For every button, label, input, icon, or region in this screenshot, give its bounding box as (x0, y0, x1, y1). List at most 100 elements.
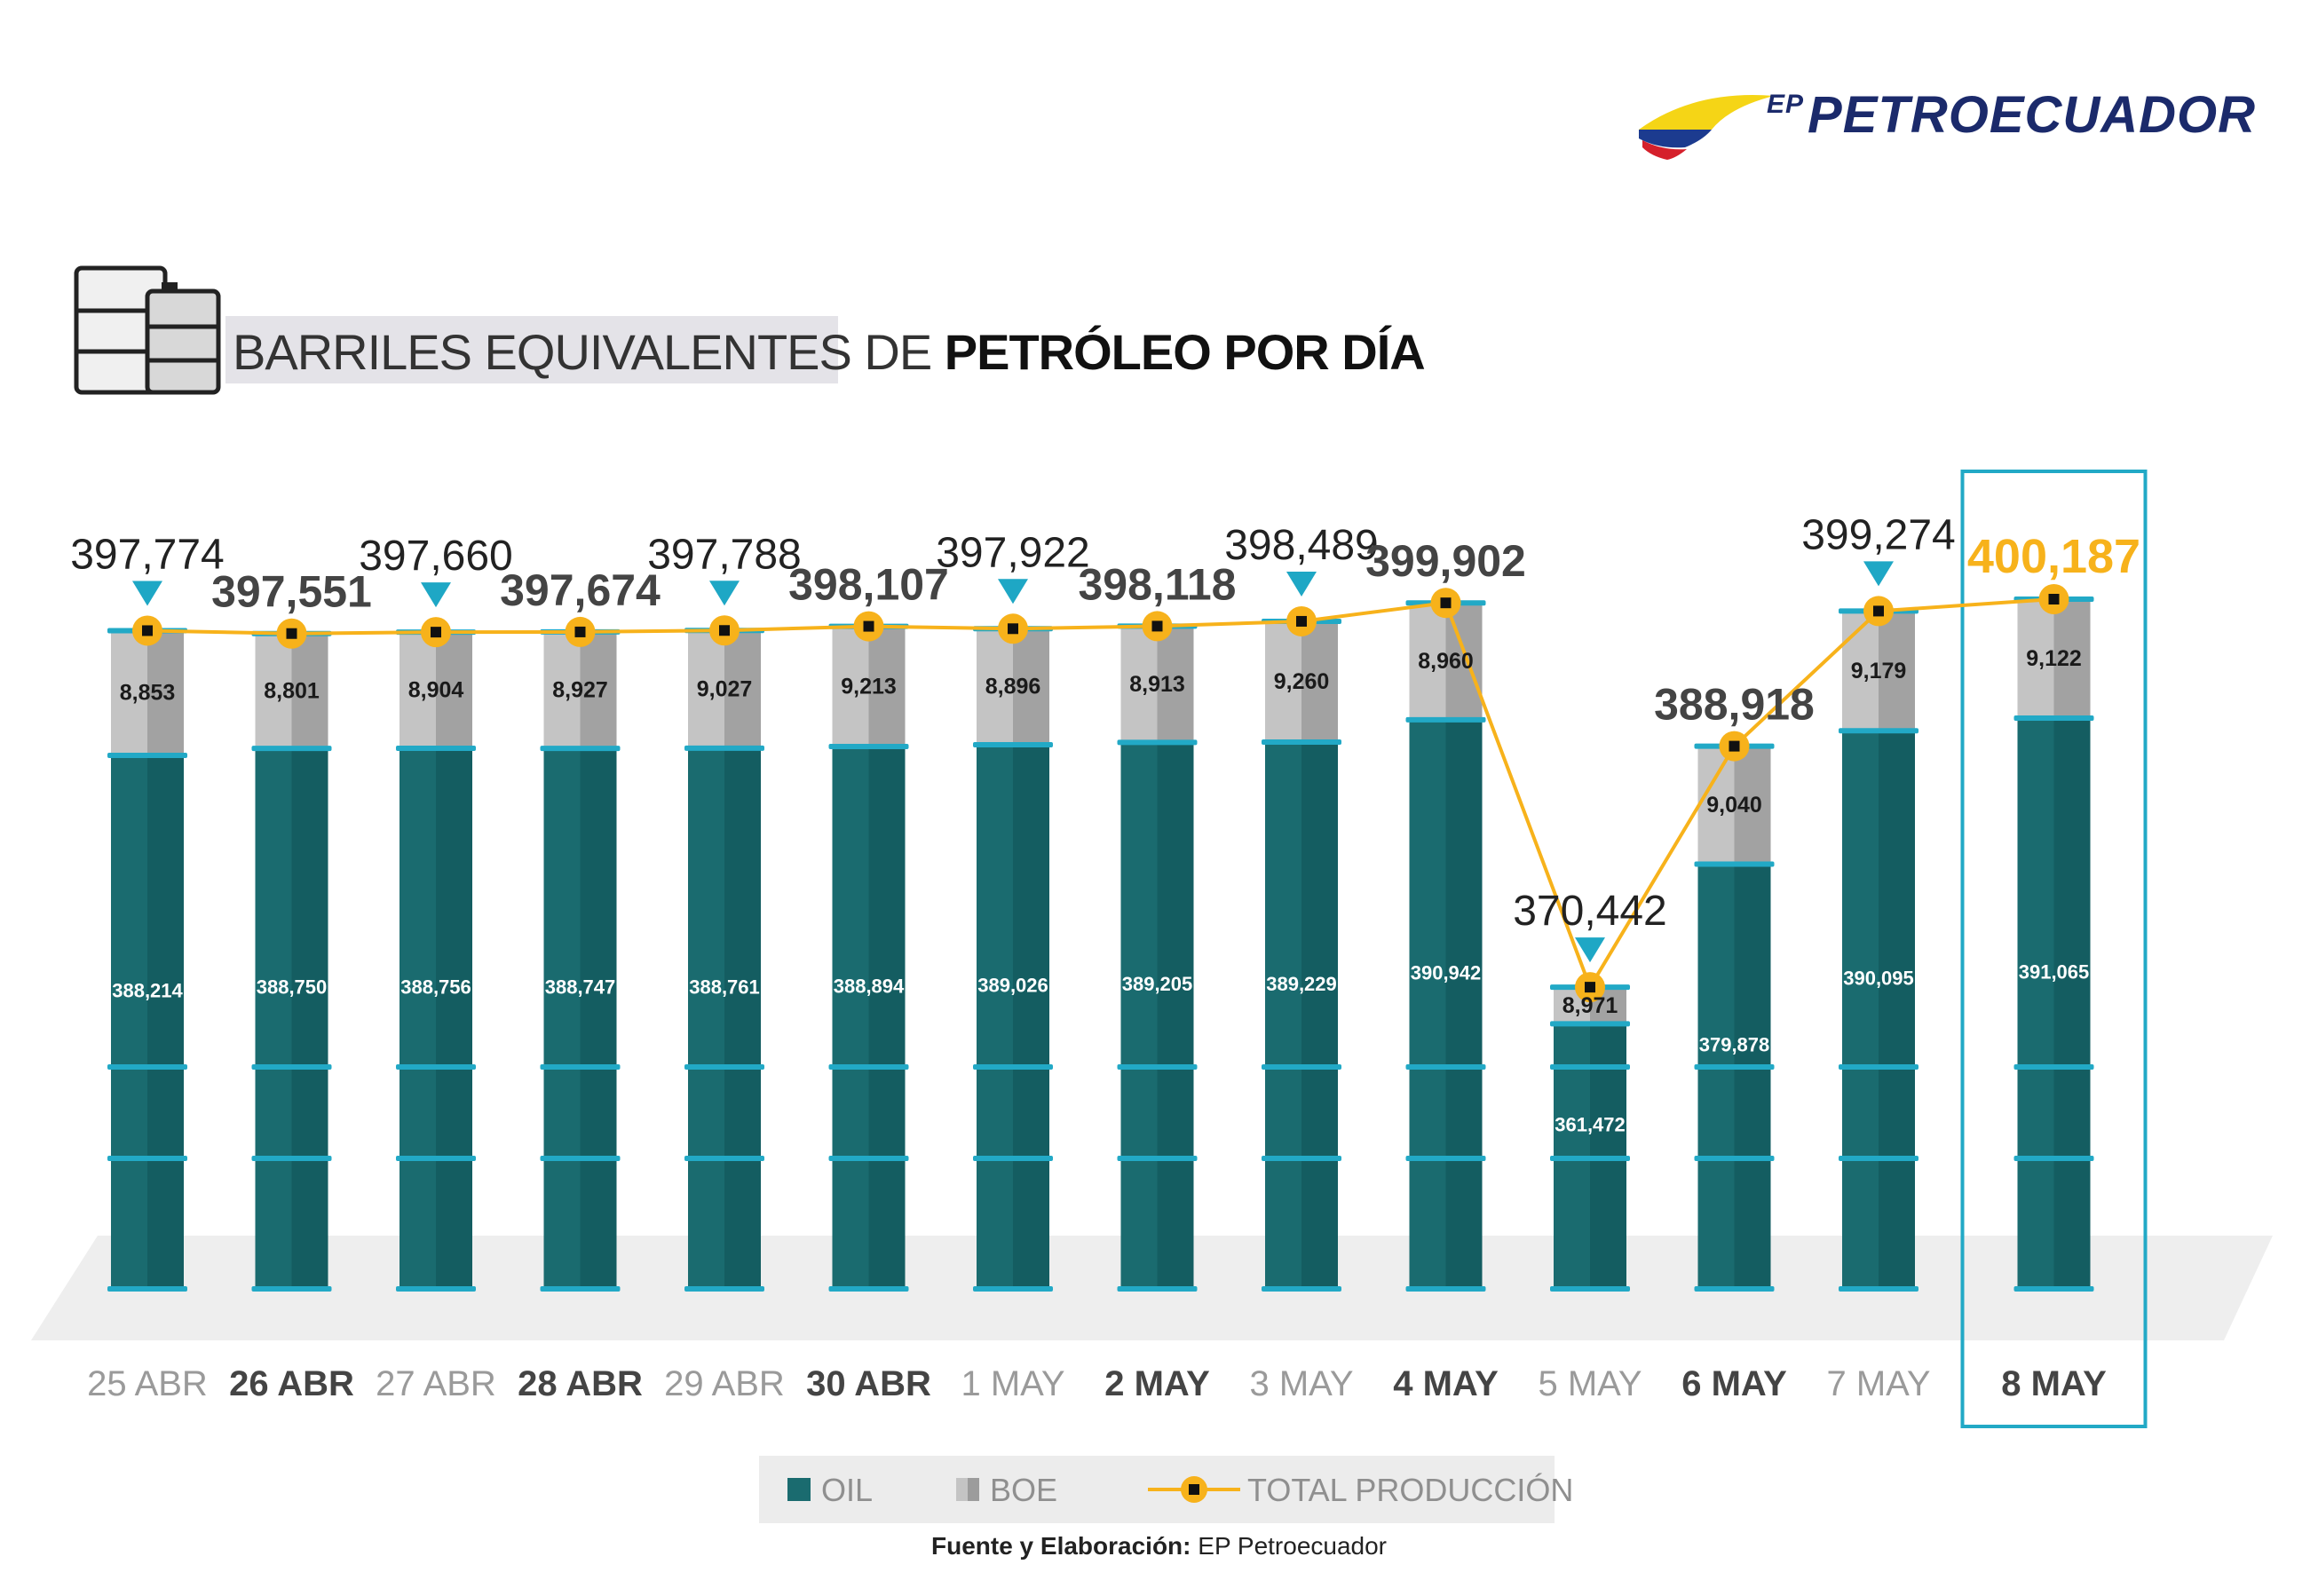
boe-value-label: 8,927 (552, 678, 608, 703)
down-arrow-icon (1286, 571, 1317, 597)
total-marker-core (1296, 615, 1307, 627)
barrel-band (973, 1156, 1053, 1161)
legend-total: TOTAL PRODUCCIÓN (1148, 1472, 1573, 1510)
total-marker-core (286, 628, 297, 639)
boe-value-label: 9,027 (697, 677, 753, 702)
oil-bar-shade (1157, 742, 1194, 1289)
total-line (146, 597, 2054, 992)
barrel-band (828, 743, 909, 749)
barrel-band (1262, 1286, 1341, 1292)
barrel-band (1405, 1156, 1486, 1161)
barrel-band (1262, 739, 1341, 746)
oil-bar (977, 745, 1013, 1289)
boe-bar (111, 630, 147, 755)
category-label: 2 MAY (1104, 1364, 1210, 1403)
barrel-band (540, 1286, 621, 1292)
total-value-label: 397,660 (359, 533, 513, 580)
total-marker-core (431, 627, 441, 638)
boe-bar-shade (436, 632, 472, 748)
legend-total-label: TOTAL PRODUCCIÓN (1247, 1472, 1574, 1508)
barrel-band (1550, 1286, 1630, 1292)
total-marker-core (574, 626, 586, 637)
barrel-band (973, 1286, 1053, 1292)
title-band (225, 316, 838, 383)
oil-value-label: 389,026 (977, 975, 1048, 997)
boe-bar-shade (291, 633, 328, 749)
legend-total-marker-icon (1148, 1476, 1240, 1504)
category-label: 8 MAY (2001, 1364, 2107, 1403)
legend-oil-swatch (787, 1478, 811, 1502)
total-value-label: 397,922 (936, 529, 1090, 576)
oil-barrels-icon (74, 265, 221, 395)
boe-value-label: 8,801 (264, 678, 320, 703)
down-arrow-icon (709, 581, 740, 606)
oil-bar (1409, 719, 1446, 1289)
barrel-band (396, 1286, 476, 1292)
total-value-label: 398,118 (1079, 559, 1237, 609)
oil-bar-shade (1301, 742, 1338, 1289)
barrel-band (828, 1064, 909, 1070)
barrel-band (1117, 1064, 1198, 1070)
barrel-band (684, 1156, 764, 1161)
total-marker-core (1008, 623, 1018, 635)
barrel-band (828, 1286, 909, 1292)
oil-value-label: 389,205 (1122, 973, 1193, 995)
category-label: 27 ABR (376, 1364, 496, 1403)
boe-bar (832, 626, 869, 747)
barrel-band (107, 752, 187, 758)
category-label: 3 MAY (1249, 1364, 1353, 1403)
barrel-band (107, 1286, 187, 1292)
barrel-band (2013, 1064, 2094, 1070)
oil-bar (1842, 731, 1879, 1289)
highlight-frame (1960, 470, 2148, 1428)
oil-bar (1120, 742, 1158, 1289)
oil-bar-shade (868, 746, 906, 1289)
total-value-label: 397,551 (211, 567, 372, 617)
category-label: 26 ABR (229, 1364, 354, 1403)
down-arrow-icon (132, 581, 162, 606)
oil-value-label: 388,894 (834, 975, 905, 997)
barrel-band (1405, 1286, 1486, 1292)
boe-value-label: 8,853 (120, 681, 176, 706)
oil-value-label: 391,065 (2019, 961, 2090, 984)
oil-bar-shade (1445, 719, 1483, 1289)
barrel-band (396, 745, 476, 751)
total-marker-core (2048, 594, 2060, 604)
oil-bar (1697, 864, 1735, 1289)
category-label: 7 MAY (1826, 1364, 1930, 1403)
legend-oil: OIL (787, 1472, 873, 1509)
barrel-band (1405, 1064, 1486, 1070)
boe-bar (1697, 746, 1735, 865)
total-marker-core (1151, 620, 1163, 632)
logo (1632, 85, 2271, 165)
barrel-band (973, 1064, 1053, 1070)
barrel-band (2013, 715, 2094, 722)
barrel-band (1839, 728, 1918, 734)
total-value-label: 400,187 (1967, 530, 2140, 583)
total-marker-core (1585, 982, 1595, 993)
category-label: 25 ABR (87, 1364, 208, 1403)
oil-bar-shade (580, 748, 617, 1289)
title-bold: PETRÓLEO POR DÍA (944, 324, 1426, 380)
logo-ep: EP (1767, 90, 1805, 119)
source-value: EP Petroecuador (1198, 1532, 1387, 1560)
legend-boe-swatch (956, 1478, 979, 1502)
boe-bar (543, 631, 581, 749)
barrel-band (251, 1286, 332, 1292)
boe-bar-shade (1879, 611, 1915, 731)
barrel-band (540, 1064, 621, 1070)
legend-boe: BOE (956, 1472, 1057, 1509)
barrel-band (684, 745, 764, 751)
title-text: BARRILES EQUIVALENTES DE PETRÓLEO POR DÍ… (233, 323, 1426, 381)
boe-bar (1842, 611, 1879, 731)
barrel-band (1694, 1064, 1775, 1070)
boe-value-label: 8,960 (1418, 649, 1474, 674)
barrel-band (1694, 1156, 1775, 1161)
oil-bar (2017, 718, 2054, 1289)
oil-value-label: 388,214 (112, 979, 183, 1001)
boe-bar (255, 633, 292, 749)
down-arrow-icon (1575, 937, 1605, 963)
oil-value-label: 379,878 (1699, 1034, 1770, 1056)
boe-bar (977, 628, 1013, 746)
boe-bar (1409, 603, 1446, 720)
